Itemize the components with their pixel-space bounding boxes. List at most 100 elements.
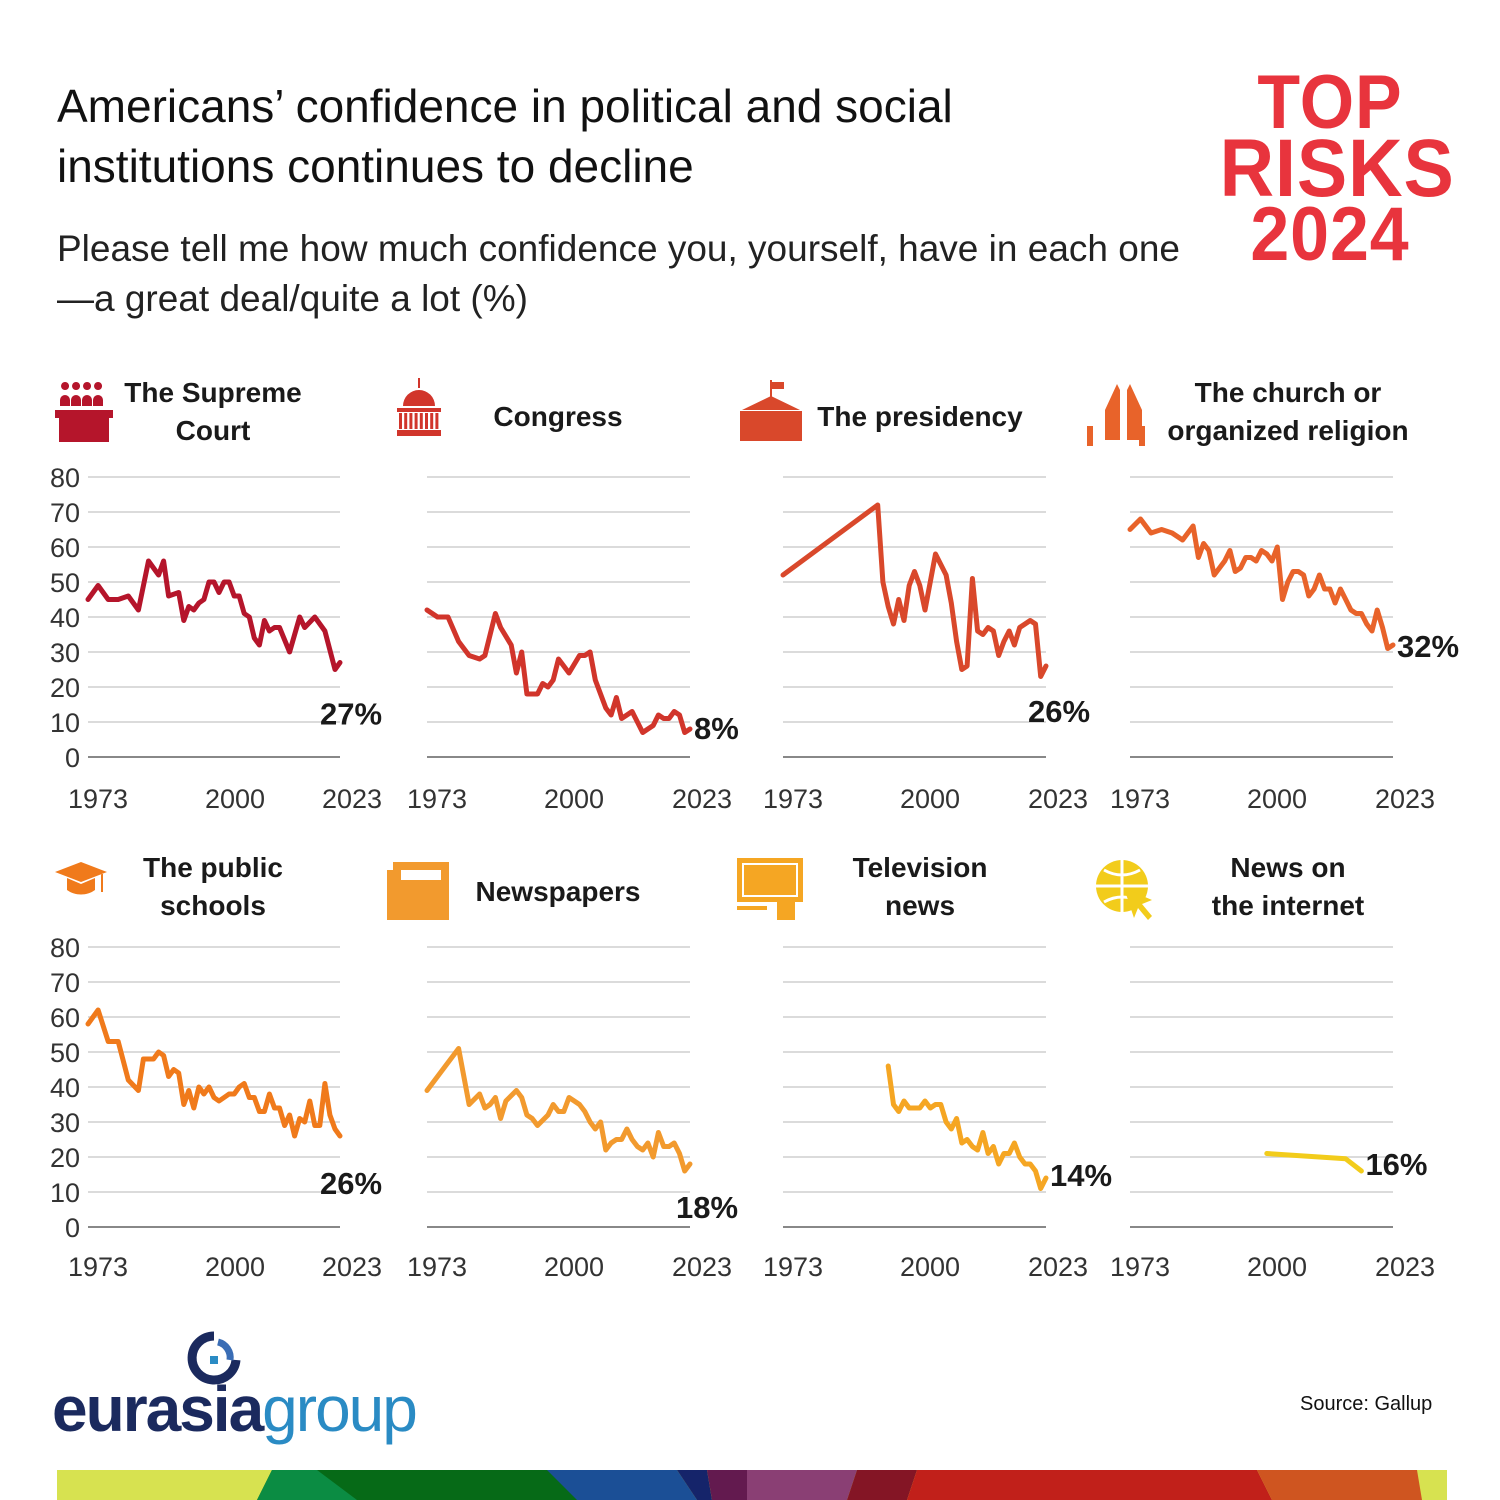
end-value-label: 26% <box>320 1166 382 1201</box>
end-value-label: 32% <box>1397 629 1459 664</box>
icon-shape <box>409 413 413 429</box>
y-tick-label: 20 <box>50 1143 80 1173</box>
icon-shape <box>399 413 402 429</box>
icon-shape <box>71 382 81 406</box>
chart-panel-7: 1973 2000 2023 News on the internet 16% <box>1096 852 1435 1282</box>
x-tick-label: 2000 <box>1247 784 1307 814</box>
chart-title: The church or <box>1195 377 1382 408</box>
chart-title: Congress <box>493 401 622 432</box>
x-tick-label: 1973 <box>407 1252 467 1282</box>
chart-panel-1: 1973 2000 2023 Congress 8% <box>397 378 739 814</box>
y-tick-label: 30 <box>50 1108 80 1138</box>
capitol-dome-icon <box>397 378 441 436</box>
chart-panel-0: 0 10 20 30 40 50 60 70 80 1973 2000 2023 The Supreme… <box>50 377 382 814</box>
chart-title: News on <box>1230 852 1345 883</box>
icon-detail <box>401 870 441 880</box>
y-tick-label: 70 <box>50 498 80 528</box>
newspaper-icon <box>387 862 449 920</box>
icon-shape <box>55 862 107 895</box>
icon-shape <box>414 413 418 429</box>
icon-shape <box>55 410 113 442</box>
x-tick-label: 2023 <box>1375 784 1435 814</box>
page-subtitle: Please tell me how much confidence you, … <box>57 228 1180 319</box>
icon-shape <box>430 413 434 429</box>
praying-hands-icon <box>1087 384 1145 446</box>
x-tick-label: 1973 <box>763 784 823 814</box>
brand-line-2: RISKS <box>1219 123 1455 214</box>
courthouse-icon <box>55 382 113 442</box>
x-tick-label: 1973 <box>68 784 128 814</box>
series-line <box>424 1046 693 1174</box>
source-note: Source: Gallup <box>1300 1393 1433 1415</box>
y-tick-label: 50 <box>50 1038 80 1068</box>
color-stripe-decoration <box>57 1470 1447 1500</box>
icon-shape <box>425 413 428 429</box>
eurasia-group-emblem-icon <box>187 1331 241 1385</box>
chart-title: The public <box>143 852 283 883</box>
y-tick-label: 80 <box>50 933 80 963</box>
chart-title: Court <box>176 415 251 446</box>
x-tick-label: 2023 <box>1028 1252 1088 1282</box>
icon-shape <box>435 413 439 429</box>
icon-shape <box>397 378 441 436</box>
x-tick-label: 2023 <box>1375 1252 1435 1282</box>
x-tick-label: 2000 <box>1247 1252 1307 1282</box>
y-tick-label: 60 <box>50 1003 80 1033</box>
chart-title: The Supreme <box>124 377 301 408</box>
y-tick-label: 30 <box>50 638 80 668</box>
x-tick-label: 2000 <box>205 784 265 814</box>
end-value-label: 27% <box>320 697 382 732</box>
series-line <box>885 1063 1049 1191</box>
x-tick-label: 1973 <box>407 784 467 814</box>
chart-title: schools <box>160 890 266 921</box>
y-tick-label: 40 <box>50 603 80 633</box>
y-tick-label: 60 <box>50 533 80 563</box>
chart-panel-5: 1973 2000 2023 Newspapers 18% <box>387 862 738 1282</box>
chart-title: Television <box>853 852 988 883</box>
series-line <box>780 502 1049 679</box>
x-tick-label: 2023 <box>1028 784 1088 814</box>
end-value-label: 26% <box>1028 694 1090 729</box>
end-value-label: 8% <box>694 711 739 746</box>
end-value-label: 16% <box>1365 1147 1427 1182</box>
x-tick-label: 2000 <box>205 1252 265 1282</box>
x-tick-label: 2000 <box>544 1252 604 1282</box>
y-tick-label: 10 <box>50 1178 80 1208</box>
x-tick-label: 2000 <box>900 1252 960 1282</box>
icon-shape <box>82 382 92 406</box>
page-title: Americans’ confidence in political and s… <box>57 80 953 192</box>
television-icon <box>737 858 803 920</box>
logo-text-eurasia: eurasia <box>52 1373 264 1445</box>
icon-shape <box>740 380 802 441</box>
icon-shape <box>737 858 803 920</box>
x-tick-label: 2000 <box>544 784 604 814</box>
icon-detail <box>1096 860 1148 912</box>
y-tick-label: 50 <box>50 568 80 598</box>
x-tick-label: 1973 <box>763 1252 823 1282</box>
graduation-cap-icon <box>55 862 107 895</box>
icon-shape <box>1087 384 1145 446</box>
series-line <box>1127 516 1396 651</box>
series-line <box>85 558 343 672</box>
series-line <box>85 1007 343 1139</box>
x-tick-label: 2000 <box>900 784 960 814</box>
x-tick-label: 2023 <box>672 784 732 814</box>
icon-detail <box>742 863 798 897</box>
y-tick-label: 0 <box>65 1213 80 1243</box>
chart-title: the internet <box>1212 890 1364 921</box>
brand-line-1: TOP <box>1257 60 1403 145</box>
icon-shape <box>1124 888 1152 920</box>
x-tick-label: 2023 <box>322 1252 382 1282</box>
brand-line-3: 2024 <box>1250 192 1410 277</box>
end-value-label: 14% <box>1050 1158 1112 1193</box>
series-line <box>1264 1151 1364 1174</box>
icon-shape <box>404 413 408 429</box>
chart-title: organized religion <box>1167 415 1408 446</box>
chart-panel-4: 0 10 20 30 40 50 60 70 80 1973 2000 2023 The public s… <box>50 852 382 1282</box>
x-tick-label: 1973 <box>1110 1252 1170 1282</box>
y-tick-label: 80 <box>50 463 80 493</box>
x-tick-label: 1973 <box>68 1252 128 1282</box>
icon-shape <box>93 382 103 406</box>
series-line <box>424 607 693 735</box>
